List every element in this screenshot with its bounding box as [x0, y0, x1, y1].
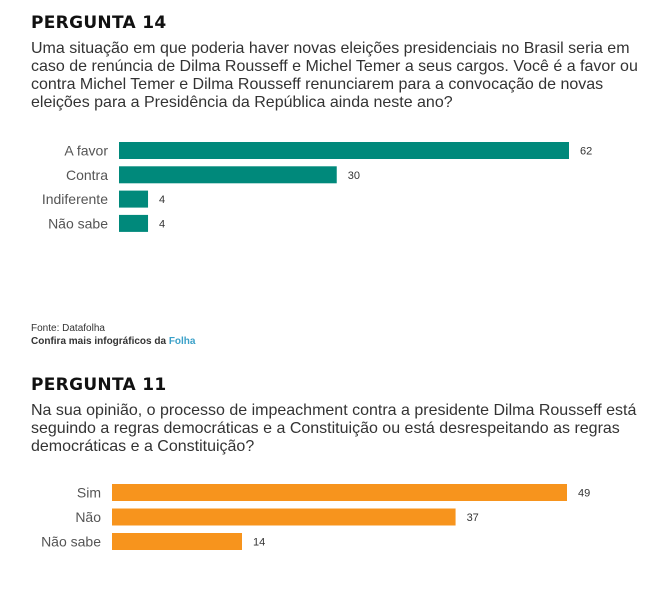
bar [119, 142, 569, 159]
value-label: 14 [253, 537, 265, 549]
bar [119, 214, 149, 232]
more-infographics-line: Confira mais infográficos da Folha [31, 336, 195, 349]
value-label: 37 [467, 512, 479, 524]
value-label: 49 [578, 488, 590, 500]
category-label: Sim [77, 485, 101, 501]
chart-2-title: PERGUNTA 11 [31, 375, 167, 395]
category-label: Não sabe [41, 534, 101, 550]
more-infographics-text: Confira mais infográficos da [31, 335, 169, 347]
chart-2-plot: Sim 49 Não 37 Não sabe 14 [41, 484, 590, 550]
bar [119, 190, 149, 208]
bar [112, 508, 456, 526]
chart-2-question: Na sua opinião, o processo de impeachmen… [31, 402, 637, 455]
source-note: Fonte: Datafolha Confira mais infográfic… [31, 323, 195, 348]
value-label: 30 [348, 170, 360, 182]
source-line: Fonte: Datafolha [31, 323, 105, 334]
category-label: A favor [64, 143, 108, 159]
chart-1-question: Uma situação em que poderia haver novas … [31, 40, 638, 111]
chart-1-title: PERGUNTA 14 [31, 13, 167, 33]
value-label: 4 [159, 194, 165, 206]
value-label: 62 [580, 146, 592, 158]
bar [112, 484, 567, 501]
value-label: 4 [159, 218, 165, 230]
category-label: Não sabe [48, 215, 108, 231]
chart-1-plot: A favor 62 Contra 30 Indiferente 4 Não sabe 4 [42, 142, 592, 232]
category-label: Não [75, 509, 101, 525]
category-label: Indiferente [42, 191, 108, 207]
bar [112, 533, 242, 550]
category-label: Contra [66, 167, 108, 183]
folha-link[interactable]: Folha [168, 335, 196, 347]
bar [119, 166, 337, 184]
